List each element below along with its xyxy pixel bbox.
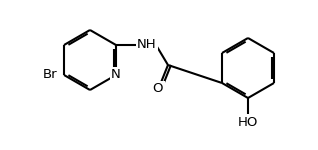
Text: NH: NH (137, 39, 157, 51)
Text: Br: Br (43, 69, 57, 81)
Text: HO: HO (238, 116, 258, 129)
Text: N: N (111, 69, 121, 81)
Text: O: O (153, 82, 163, 96)
